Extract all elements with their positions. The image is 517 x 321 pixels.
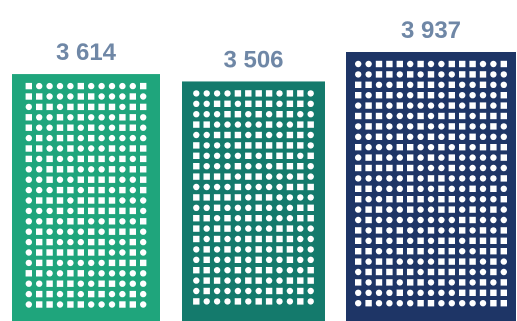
bar-pattern-3 [355,60,507,307]
bar-2 [182,81,325,321]
value-label-2: 3 506 [223,46,283,73]
bar-pattern-1 [25,82,147,308]
bar-1 [12,74,160,321]
bar-fill-2 [182,81,325,321]
value-labels-group: 3 614 3 506 3 937 [56,17,461,73]
bar-3 [346,52,516,321]
bars-group [12,52,516,321]
value-label-1: 3 614 [56,39,117,66]
bar-fill-1 [12,74,160,321]
bar-pattern-2 [193,90,314,305]
value-label-3: 3 937 [401,17,461,44]
